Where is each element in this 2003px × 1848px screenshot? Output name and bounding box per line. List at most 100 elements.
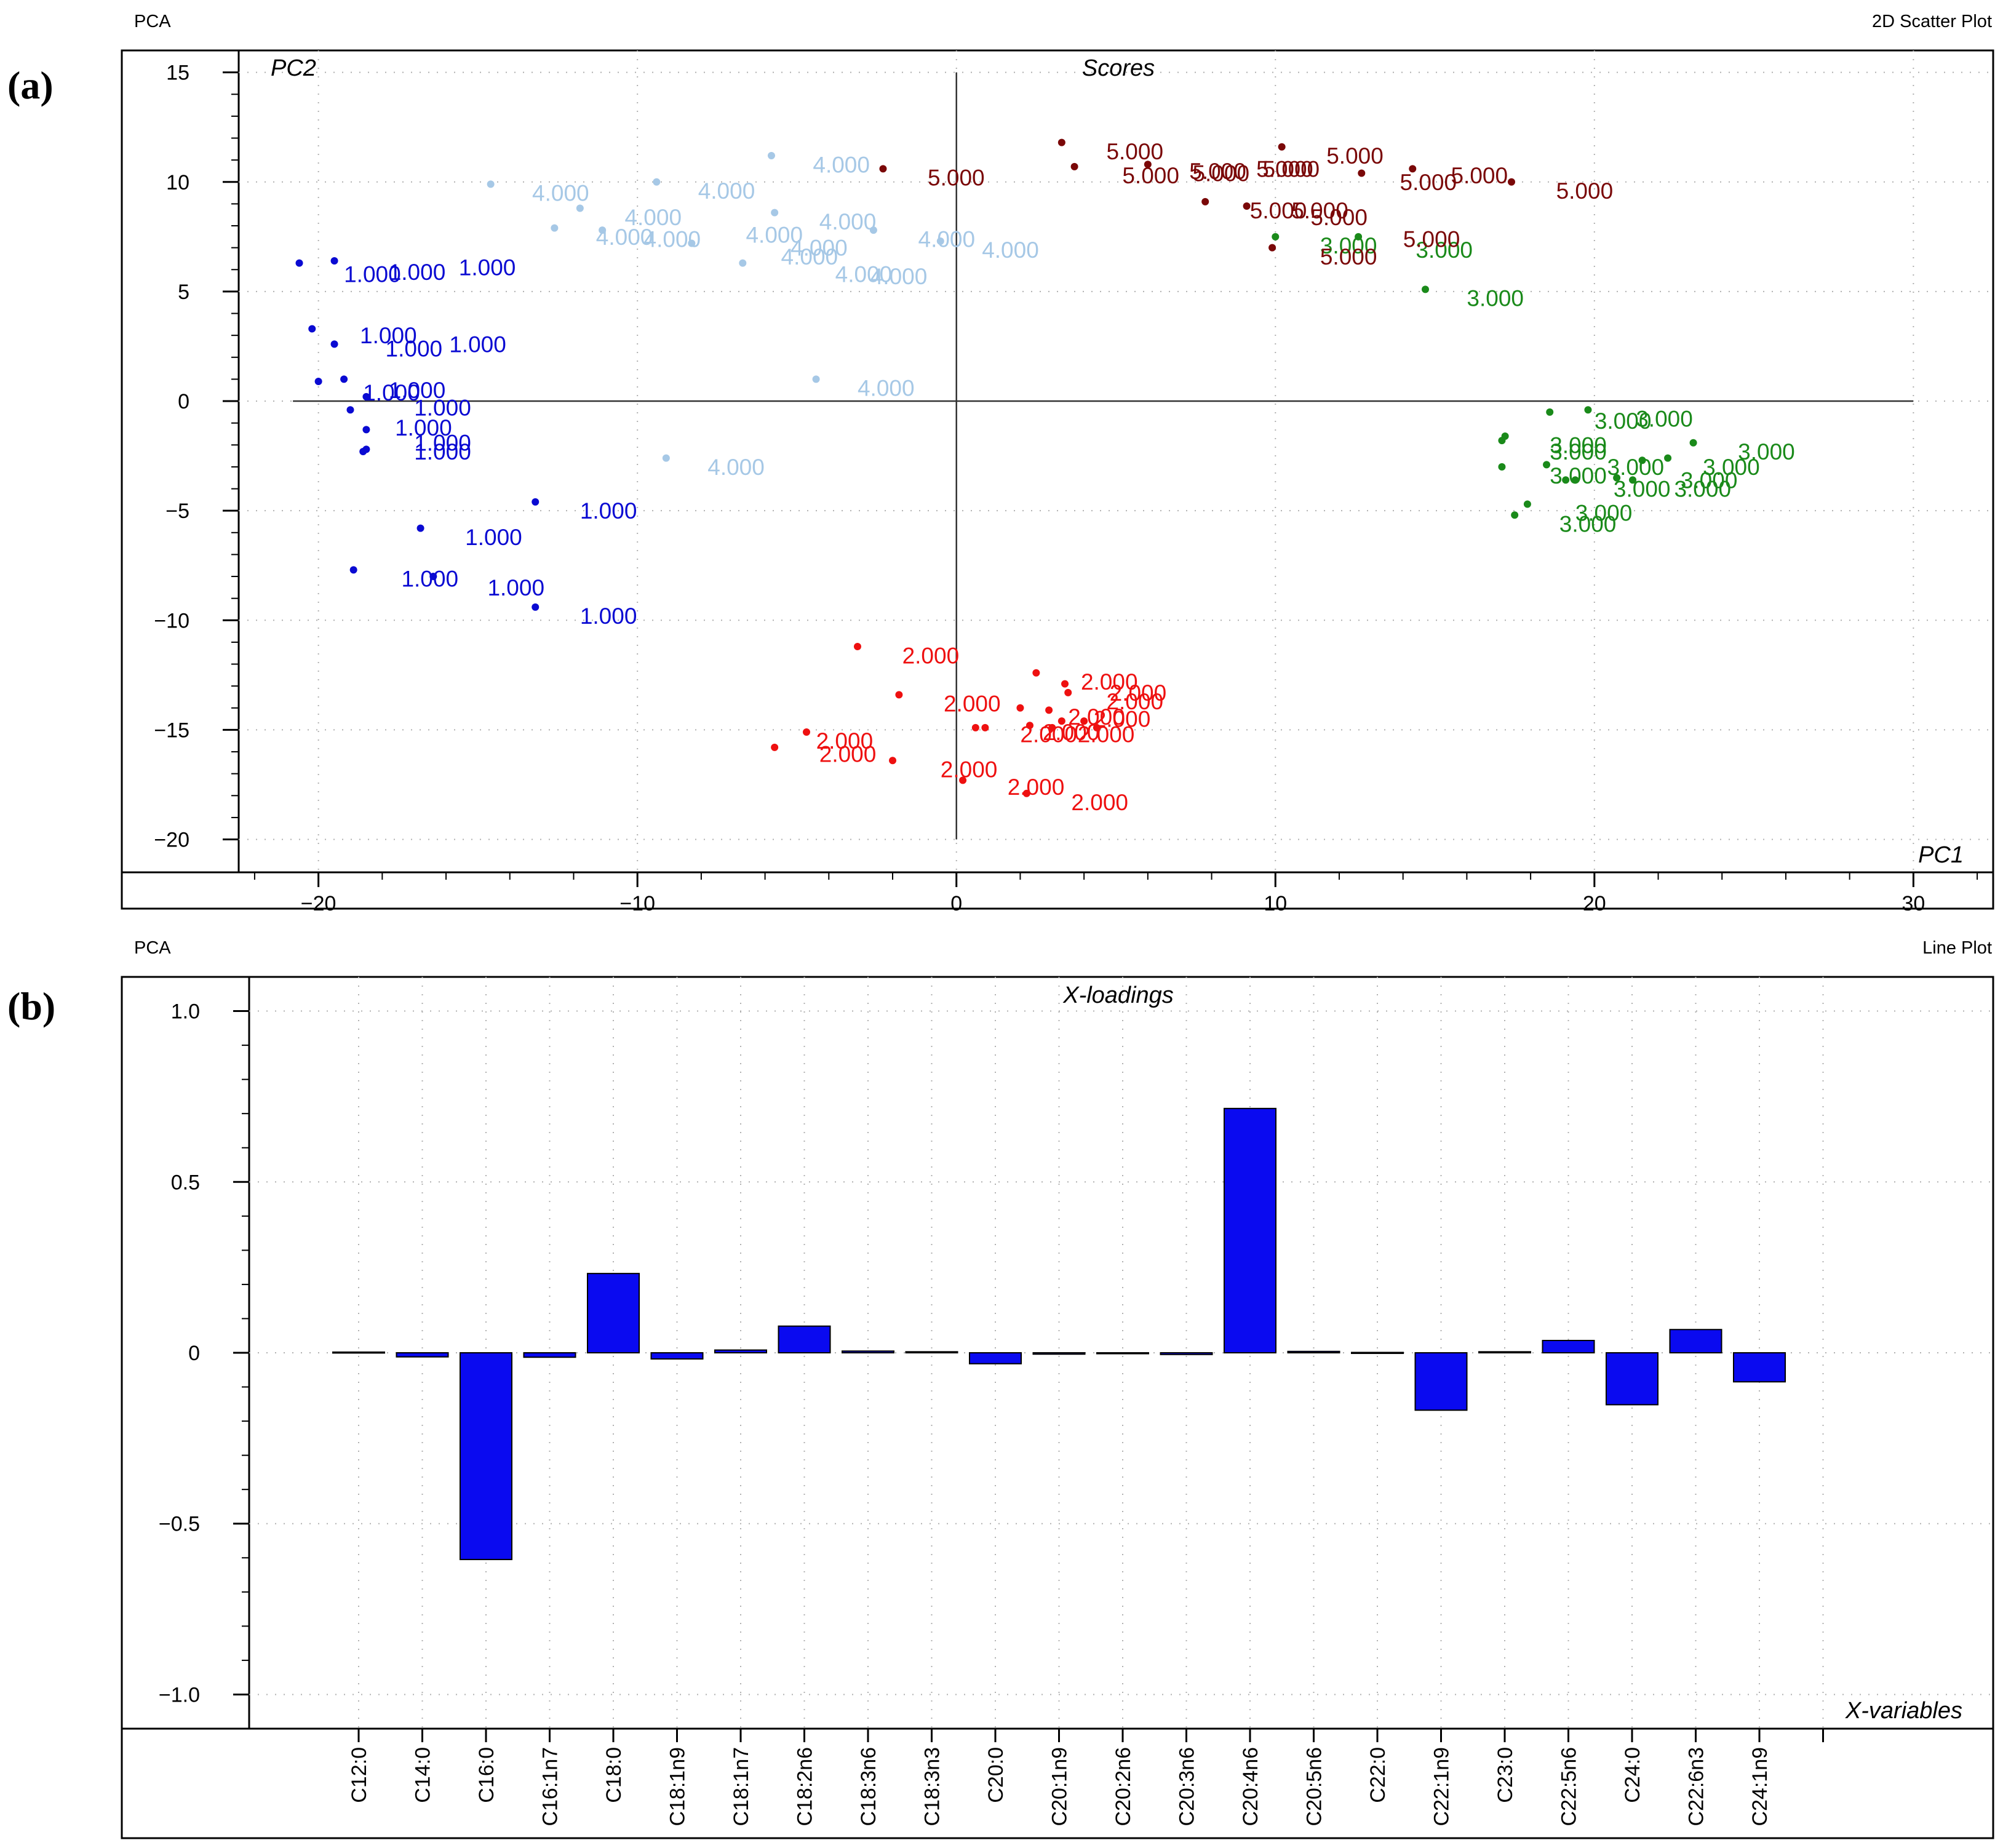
loading-bar — [460, 1352, 512, 1561]
score-point-3.000 — [1546, 408, 1554, 416]
point-label-4.000: 4.000 — [532, 181, 589, 206]
x-tick-label: C22:0 — [1366, 1747, 1390, 1803]
x-tick-label: 10 — [1264, 892, 1287, 915]
x-tick-label: C18:2n6 — [794, 1747, 817, 1826]
score-point-2.000 — [1022, 789, 1030, 797]
point-label-4.000: 4.000 — [644, 226, 701, 252]
score-point-4.000 — [936, 237, 944, 245]
y-tick-label: 10 — [166, 171, 189, 194]
score-point-2.000 — [853, 643, 861, 651]
x-tick-label: C22:1n9 — [1430, 1747, 1454, 1826]
point-label-3.000: 3.000 — [1575, 501, 1633, 526]
loading-bar — [1351, 1352, 1404, 1354]
x-tick-label: C20:4n6 — [1239, 1747, 1262, 1826]
loading-bar — [1032, 1352, 1086, 1355]
x-tick-label: C14:0 — [412, 1747, 435, 1803]
loadings-header-right: Line Plot — [1922, 938, 1992, 958]
point-label-4.000: 4.000 — [746, 222, 803, 247]
score-point-3.000 — [1511, 511, 1519, 519]
point-label-5.000: 5.000 — [1106, 139, 1163, 164]
point-label-5.000: 5.000 — [928, 165, 985, 191]
point-label-1.000: 1.000 — [414, 439, 471, 464]
score-point-1.000 — [349, 566, 357, 574]
y-tick-label: −10 — [154, 609, 189, 632]
point-label-5.000: 5.000 — [1326, 143, 1384, 169]
score-point-3.000 — [1584, 406, 1592, 414]
y-tick-label: 0 — [188, 1342, 200, 1365]
point-label-5.000: 5.000 — [1291, 198, 1348, 223]
score-point-2.000 — [1025, 722, 1033, 730]
score-point-1.000 — [308, 325, 316, 333]
point-label-1.000: 1.000 — [414, 431, 471, 456]
loading-bar — [778, 1325, 831, 1354]
score-point-1.000 — [330, 257, 338, 265]
point-label-4.000: 4.000 — [624, 205, 682, 230]
point-label-3.000: 3.000 — [1416, 237, 1473, 263]
score-point-2.000 — [895, 691, 903, 699]
score-point-2.000 — [1057, 717, 1065, 725]
loading-bar — [1287, 1350, 1340, 1353]
loading-bar — [1542, 1340, 1595, 1354]
loading-bar — [1160, 1352, 1213, 1355]
x-tick-label: C24:0 — [1621, 1747, 1644, 1803]
y-tick-label: 0 — [178, 390, 189, 413]
scores-header-left: PCA — [134, 12, 171, 31]
point-label-1.000: 1.000 — [401, 567, 458, 592]
point-label-1.000: 1.000 — [449, 332, 506, 357]
y-tick-label: −1.0 — [159, 1683, 200, 1707]
panel-label-b: (b) — [7, 984, 55, 1028]
point-label-5.000: 5.000 — [1189, 159, 1246, 184]
scores-points — [295, 138, 1697, 797]
point-label-2.000: 2.000 — [1071, 790, 1128, 815]
point-label-3.000: 3.000 — [1703, 455, 1760, 480]
x-tick-label: 20 — [1583, 892, 1606, 915]
loading-bar — [1096, 1352, 1149, 1355]
score-point-4.000 — [551, 224, 559, 232]
score-point-4.000 — [812, 375, 820, 383]
loading-bar — [1414, 1352, 1468, 1411]
score-point-4.000 — [767, 152, 775, 160]
score-point-5.000 — [1243, 202, 1251, 210]
score-point-1.000 — [330, 340, 338, 348]
score-point-2.000 — [1080, 717, 1088, 725]
score-point-2.000 — [1064, 688, 1072, 696]
point-label-3.000: 3.000 — [1681, 468, 1738, 493]
score-point-4.000 — [739, 259, 747, 267]
score-point-4.000 — [688, 239, 696, 247]
loadings-bars — [332, 1107, 1786, 1561]
point-label-1.000: 1.000 — [360, 323, 417, 348]
score-point-5.000 — [1070, 162, 1078, 170]
x-tick-label: 0 — [950, 892, 962, 915]
point-label-3.000: 3.000 — [1738, 439, 1795, 464]
x-tick-label: C23:0 — [1494, 1747, 1517, 1803]
point-label-4.000: 4.000 — [918, 226, 976, 252]
point-label-1.000: 1.000 — [363, 380, 420, 405]
scores-header-right: 2D Scatter Plot — [1872, 12, 1992, 31]
score-point-3.000 — [1272, 233, 1280, 241]
x-tick-label: C16:1n7 — [539, 1747, 562, 1826]
x-tick-label: C18:3n6 — [857, 1747, 880, 1826]
loading-bar — [587, 1273, 640, 1353]
point-label-4.000: 4.000 — [781, 244, 838, 269]
loading-bar — [650, 1352, 704, 1360]
point-label-2.000: 2.000 — [1078, 722, 1135, 747]
score-point-2.000 — [771, 743, 779, 751]
loadings-xlabel: X-variables — [1845, 1698, 1962, 1724]
point-label-3.000: 3.000 — [1550, 439, 1607, 464]
score-point-1.000 — [429, 573, 437, 581]
loading-bar — [396, 1352, 449, 1358]
point-label-1.000: 1.000 — [344, 261, 401, 287]
x-tick-label: C20:5n6 — [1303, 1747, 1326, 1826]
score-point-3.000 — [1523, 500, 1531, 508]
point-label-4.000: 4.000 — [858, 376, 915, 401]
scores-outer-frame — [121, 49, 1994, 910]
score-point-5.000 — [1507, 178, 1515, 186]
point-label-3.000: 3.000 — [1595, 408, 1652, 434]
point-label-3.000: 3.000 — [1320, 233, 1377, 258]
point-label-2.000: 2.000 — [1008, 775, 1065, 800]
x-tick-label: 30 — [1901, 892, 1925, 915]
score-point-5.000 — [1268, 244, 1276, 252]
point-label-4.000: 4.000 — [835, 261, 893, 287]
score-point-2.000 — [981, 723, 989, 731]
